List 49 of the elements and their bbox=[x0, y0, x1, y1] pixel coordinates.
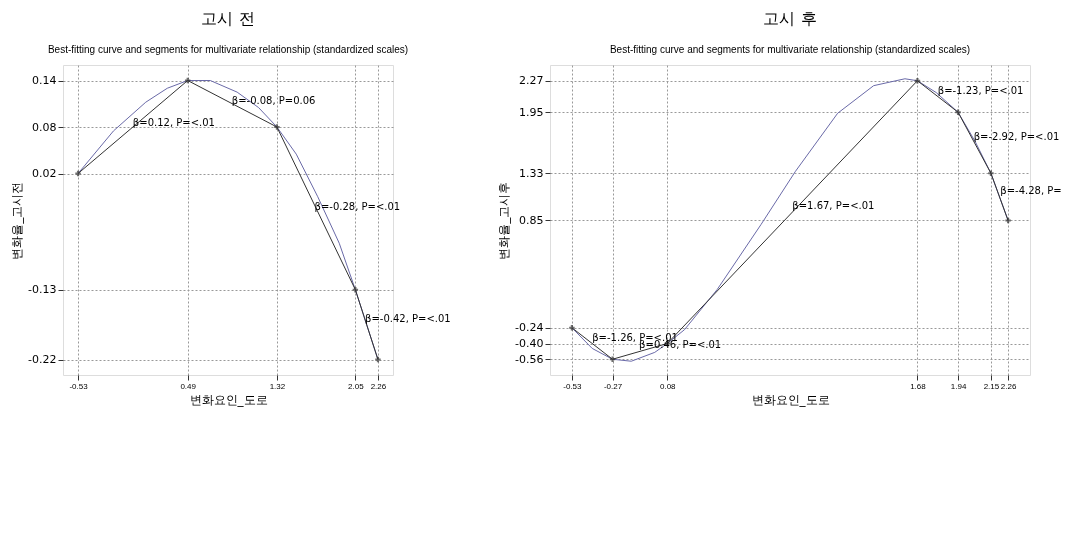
y-tick-label: -0.13 bbox=[28, 283, 57, 297]
point bbox=[609, 356, 616, 362]
x-tick-label: 1.68 bbox=[910, 381, 927, 391]
point bbox=[1005, 217, 1011, 224]
y-tick-label: 0.08 bbox=[32, 120, 57, 134]
x-tick-label: 2.05 bbox=[348, 381, 365, 391]
chart-title: 고시 전 bbox=[201, 9, 255, 28]
y-tick-label: 0.85 bbox=[519, 213, 544, 227]
point bbox=[988, 170, 994, 176]
annotation: β=0.12, P=<.01 bbox=[132, 117, 215, 129]
x-axis-title: 변화요인_도로 bbox=[189, 392, 268, 407]
point bbox=[184, 77, 191, 84]
x-tick-label: 2.26 bbox=[370, 381, 387, 391]
annotation: β=-0.08, P=0.06 bbox=[231, 95, 316, 107]
point bbox=[75, 170, 81, 177]
x-tick-label: 0.08 bbox=[659, 381, 677, 391]
y-tick-label: 2.27 bbox=[519, 74, 544, 88]
y-axis-title: 변화율_고시전 bbox=[10, 181, 25, 260]
chart-subtitle: Best-fitting curve and segments for multivariate relationship (standardized scales) bbox=[609, 44, 971, 55]
y-tick-label: 1.95 bbox=[519, 105, 544, 119]
point bbox=[274, 124, 280, 130]
y-tick-label: 0.02 bbox=[32, 167, 57, 180]
x-tick-label: -0.27 bbox=[603, 381, 623, 391]
annotation: β=-2.92, P=<.01 bbox=[973, 130, 1060, 142]
x-tick-label: 1.32 bbox=[269, 381, 286, 391]
y-tick-label: 1.33 bbox=[519, 166, 544, 180]
point bbox=[375, 356, 381, 363]
y-tick-label: 0.14 bbox=[32, 74, 57, 87]
x-tick-label: 0.49 bbox=[180, 381, 197, 391]
y-tick-label: -0.24 bbox=[515, 321, 544, 335]
y-tick-label: -0.40 bbox=[515, 337, 544, 351]
y-tick-label: -0.56 bbox=[515, 352, 544, 366]
point bbox=[955, 109, 961, 115]
annotation: β=-0.42, P=<.01 bbox=[365, 313, 451, 325]
y-tick-label: -0.22 bbox=[28, 353, 57, 366]
point bbox=[569, 325, 575, 331]
x-tick-label: 2.15 bbox=[983, 381, 1000, 391]
x-tick-label: -0.53 bbox=[563, 381, 583, 391]
annotation: β=-0.28, P=<.01 bbox=[314, 200, 401, 212]
annotation: β=-4.28, P= bbox=[1000, 184, 1062, 196]
chart-subtitle: Best-fitting curve and segments for multivariate relationship (standardized scales) bbox=[47, 44, 409, 55]
x-tick-label: 1.94 bbox=[950, 381, 967, 391]
y-axis-title: 변화율_고시후 bbox=[497, 181, 512, 260]
x-axis-title: 변화요인_도로 bbox=[751, 392, 830, 407]
annotation: β=-1.23, P=<.01 bbox=[937, 84, 1024, 96]
x-tick-label: -0.53 bbox=[69, 381, 89, 391]
chart-title: 고시 후 bbox=[763, 9, 817, 28]
x-tick-label: 2.26 bbox=[1000, 381, 1017, 391]
point bbox=[914, 78, 921, 84]
